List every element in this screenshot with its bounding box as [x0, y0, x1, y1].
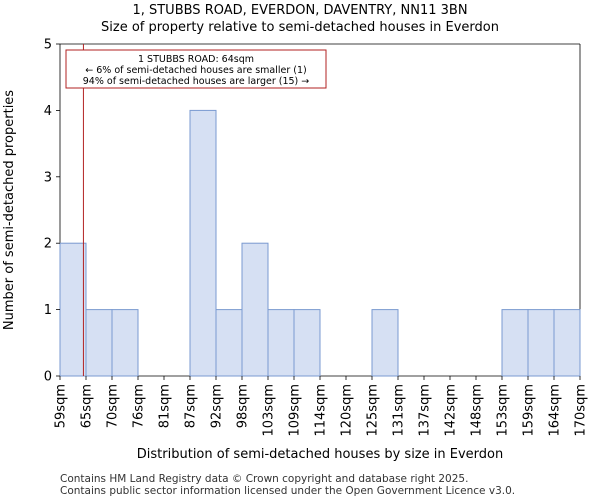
title-line-2: Size of property relative to semi-detach… [101, 20, 499, 35]
bar-98sqm [241, 242, 269, 377]
x-axis-title: Distribution of semi-detached houses by … [137, 447, 503, 462]
annotation-line-3: 94% of semi-detached houses are larger (… [83, 76, 310, 87]
bar-109sqm [293, 309, 321, 377]
y-tick-label-0: 0 [44, 370, 52, 385]
x-tick-label-125sqm: 125sqm [366, 384, 381, 437]
y-tick-label-5: 5 [44, 38, 52, 53]
bar-125sqm [371, 309, 399, 377]
annotation-line-2: ← 6% of semi-detached houses are smaller… [85, 65, 306, 76]
y-tick-label-4: 4 [44, 104, 52, 119]
chart-title: 1, STUBBS ROAD, EVERDON, DAVENTRY, NN11 … [0, 2, 600, 36]
x-tick-label-65sqm: 65sqm [80, 384, 95, 428]
footer-line-2: Contains public sector information licen… [60, 485, 516, 497]
y-tick-label-2: 2 [44, 237, 52, 252]
x-tick-label-76sqm: 76sqm [132, 384, 147, 428]
y-axis-title: Number of semi-detached properties [2, 90, 17, 330]
x-tick-label-137sqm: 137sqm [418, 384, 433, 437]
x-tick-label-103sqm: 103sqm [262, 384, 277, 437]
x-tick-label-170sqm: 170sqm [574, 384, 589, 437]
x-tick-label-148sqm: 148sqm [470, 384, 485, 437]
bar-59sqm [59, 242, 87, 377]
annotation-box [65, 49, 327, 89]
x-tick-label-70sqm: 70sqm [106, 384, 121, 428]
title-line-1: 1, STUBBS ROAD, EVERDON, DAVENTRY, NN11 … [132, 3, 468, 18]
x-tick-label-98sqm: 98sqm [236, 384, 251, 428]
bar-92sqm [215, 309, 243, 377]
footer-line-1: Contains HM Land Registry data © Crown c… [60, 473, 469, 485]
x-tick-label-59sqm: 59sqm [54, 384, 69, 428]
y-tick-label-3: 3 [44, 170, 52, 185]
bar-70sqm [111, 309, 139, 377]
x-tick-label-87sqm: 87sqm [184, 384, 199, 428]
x-tick-label-114sqm: 114sqm [314, 384, 329, 437]
x-tick-label-109sqm: 109sqm [288, 384, 303, 437]
bar-103sqm [267, 309, 295, 377]
x-tick-label-142sqm: 142sqm [444, 384, 459, 437]
x-tick-label-131sqm: 131sqm [392, 384, 407, 437]
x-tick-label-92sqm: 92sqm [210, 384, 225, 428]
bar-159sqm [527, 309, 555, 377]
bar-153sqm [501, 309, 529, 377]
x-tick-label-81sqm: 81sqm [158, 384, 173, 428]
y-tick-label-1: 1 [44, 303, 52, 318]
annotation-line-1: 1 STUBBS ROAD: 64sqm [138, 54, 254, 65]
bar-87sqm [189, 109, 217, 377]
bar-164sqm [553, 309, 581, 377]
x-tick-label-159sqm: 159sqm [522, 384, 537, 437]
x-tick-label-164sqm: 164sqm [548, 384, 563, 437]
x-tick-label-120sqm: 120sqm [340, 384, 355, 437]
x-tick-label-153sqm: 153sqm [496, 384, 511, 437]
bar-65sqm [85, 309, 113, 377]
